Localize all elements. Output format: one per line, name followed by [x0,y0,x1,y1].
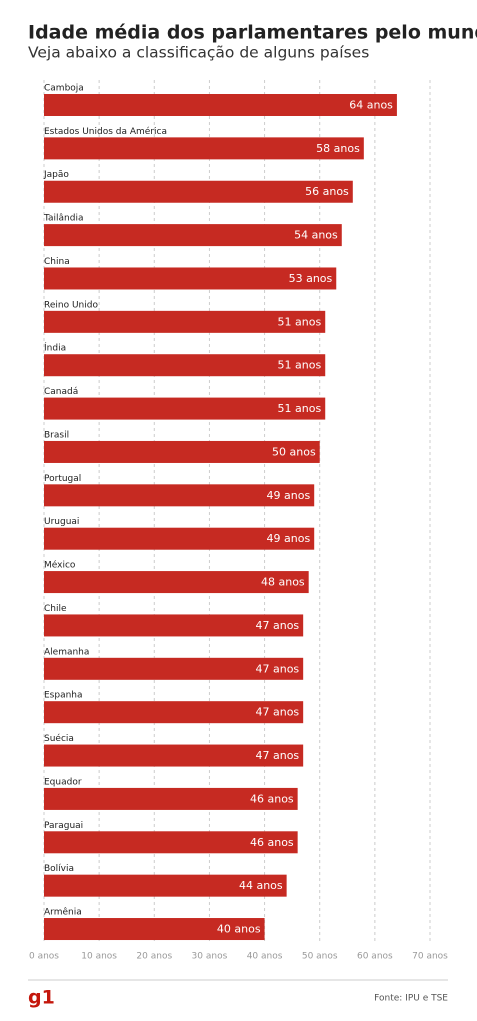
value-label: 48 anos [261,576,305,589]
chart-title: Idade média dos parlamentares pelo mundo [28,22,477,44]
chart-subtitle: Veja abaixo a classificação de alguns pa… [28,44,369,62]
bar [44,94,397,116]
bar [44,787,298,810]
x-tick-label: 40 anos [247,952,283,962]
category-label: Tailândia [43,214,83,224]
category-label: Brasil [44,430,69,440]
x-tick-label: 50 anos [302,952,338,962]
value-label: 64 anos [349,99,393,112]
bar [44,874,287,897]
value-label: 46 anos [250,836,294,849]
bar [44,614,304,637]
bar [44,180,353,203]
category-label: Paraguai [44,821,83,831]
value-label: 47 anos [255,619,299,632]
bar [44,484,315,507]
value-label: 46 anos [250,792,294,805]
bar [44,527,315,550]
x-tick-label: 60 anos [357,952,393,962]
logo: g1 [28,987,55,1009]
category-label: Uruguai [44,517,79,527]
value-label: 47 anos [255,706,299,719]
category-label: Bolívia [44,864,74,874]
bar [44,310,326,333]
category-label: Chile [44,604,67,614]
bar [44,267,337,290]
category-label: Camboja [44,84,84,94]
bar [44,701,304,724]
value-label: 40 anos [217,923,261,936]
category-label: Portugal [44,474,81,484]
category-label: Armênia [44,907,82,918]
category-label: Índia [44,342,66,354]
bar [44,397,326,420]
source: Fonte: IPU e TSE [374,994,448,1004]
bar [44,831,298,854]
bar [44,224,342,247]
x-tick-label: 10 anos [81,952,117,962]
value-label: 49 anos [267,489,311,502]
value-label: 53 anos [289,272,333,285]
value-label: 50 anos [272,445,316,458]
value-label: 49 anos [267,532,311,545]
category-label: Suécia [44,733,74,744]
bar [44,918,265,941]
category-label: China [44,257,70,267]
x-tick-label: 30 anos [192,952,228,962]
value-label: 51 anos [278,315,322,328]
bar [44,571,309,594]
x-tick-label: 0 anos [29,952,59,962]
bar [44,354,326,377]
x-tick-label: 20 anos [136,952,172,962]
bar [44,440,320,463]
category-label: Japão [43,170,69,180]
value-label: 51 anos [278,359,322,372]
value-label: 58 anos [316,142,360,155]
value-label: 56 anos [305,185,349,198]
category-label: Canadá [44,387,78,397]
value-label: 47 anos [255,662,299,675]
category-label: Reino Unido [44,300,98,310]
value-label: 51 anos [278,402,322,415]
bar [44,137,364,160]
value-label: 47 anos [255,749,299,762]
bar [44,744,304,767]
category-label: México [44,560,76,571]
category-label: Alemanha [44,647,89,657]
value-label: 44 anos [239,879,283,892]
category-label: Equador [44,777,82,787]
x-tick-label: 70 anos [412,952,448,962]
category-label: Estados Unidos da América [44,126,167,137]
value-label: 54 anos [294,229,338,242]
category-label: Espanha [44,691,83,701]
bar [44,657,304,680]
